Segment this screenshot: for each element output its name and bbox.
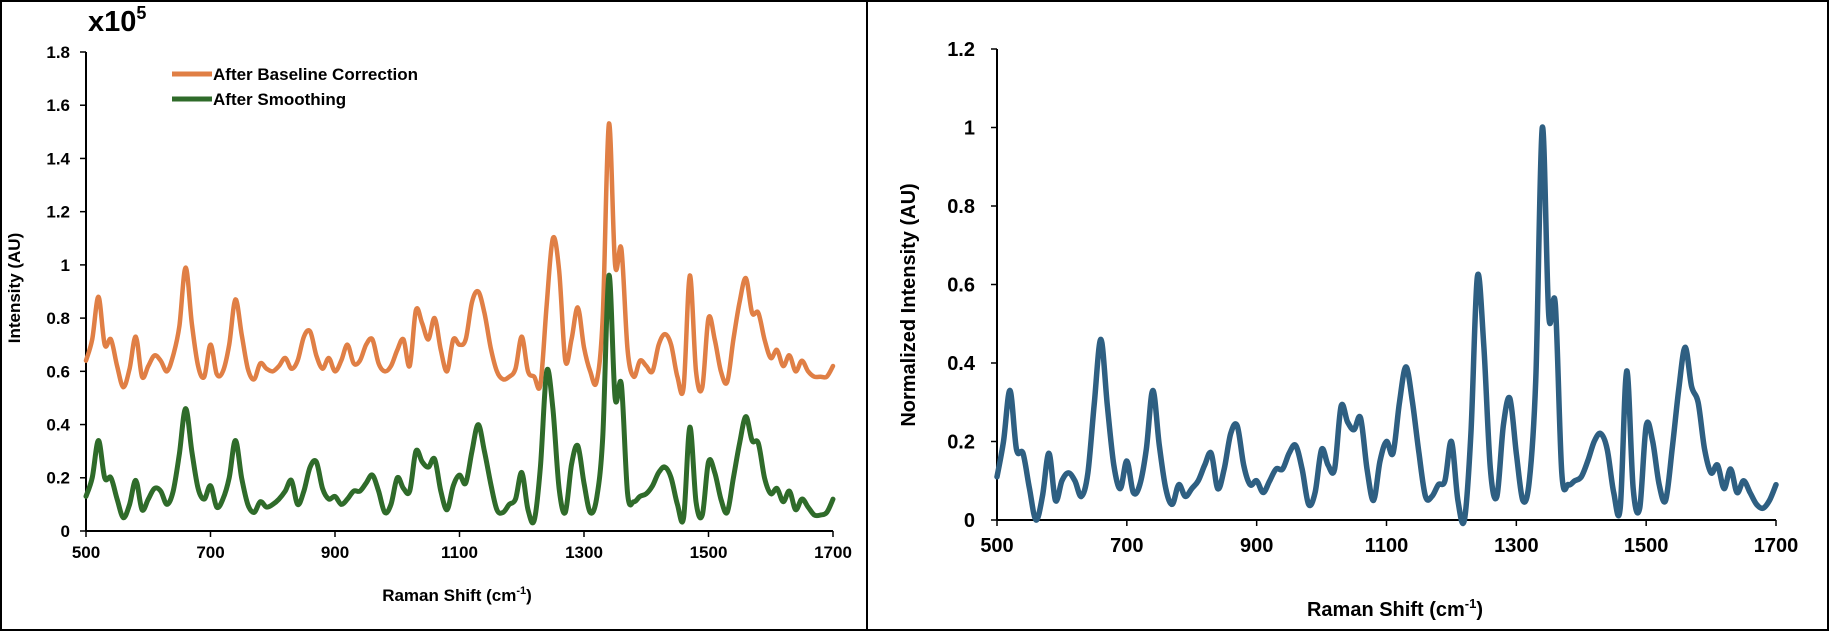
x-tick-label: 700	[1110, 535, 1143, 557]
x-tick-label: 1500	[690, 543, 728, 562]
left-x-axis-label: Raman Shift (cm-1)	[382, 585, 532, 605]
x-tick-label: 1500	[1624, 535, 1669, 557]
y-tick-label: 1.2	[947, 39, 975, 61]
y-tick-label: 0.8	[947, 196, 975, 218]
x-tick-label: 1700	[814, 543, 852, 562]
left-chart: x105 Intensity (AU) Raman Shift (cm-1) 0…	[5, 3, 852, 605]
x-tick-label: 700	[196, 543, 224, 562]
y-tick-label: 0.4	[947, 353, 976, 375]
y-tick-label: 0.2	[947, 432, 975, 454]
x-tick-label: 1300	[1494, 535, 1539, 557]
x-tick-label: 1700	[1754, 535, 1799, 557]
series-line-smoothed	[83, 272, 836, 526]
x-tick-label: 1300	[565, 543, 603, 562]
right-y-axis-label: Normalized Intensity (AU)	[898, 183, 920, 426]
y-tick-label: 1	[61, 256, 70, 275]
y-tick-label: 1.8	[46, 43, 70, 62]
x-tick-label: 500	[72, 543, 100, 562]
y-tick-label: 1.6	[46, 96, 70, 115]
x-tick-label: 900	[1240, 535, 1273, 557]
y-tick-label: 0.8	[46, 309, 70, 328]
x-tick-label: 1100	[1365, 535, 1408, 557]
y-tick-label: 0.2	[46, 469, 70, 488]
y-tick-label: 0	[964, 510, 975, 532]
series-line-normalized	[994, 124, 1779, 527]
x-tick-label: 900	[321, 543, 349, 562]
y-tick-label: 0.6	[947, 275, 975, 297]
x-tick-label: 1100	[441, 543, 478, 562]
y-tick-label: 0.4	[46, 416, 70, 435]
right-x-axis-label: Raman Shift (cm-1)	[1307, 596, 1483, 621]
right-panel-border	[866, 0, 1829, 631]
legend-label-smoothing: After Smoothing	[213, 90, 346, 109]
left-legend: After Baseline Correction After Smoothin…	[172, 65, 418, 109]
legend-label-baseline: After Baseline Correction	[213, 65, 418, 84]
right-chart: Normalized Intensity (AU) Raman Shift (c…	[898, 39, 1798, 621]
y-tick-label: 1.2	[46, 203, 70, 222]
y-tick-label: 1.4	[46, 149, 70, 168]
series-line-baseline-corrected	[83, 121, 836, 397]
y-tick-label: 0	[61, 522, 70, 541]
x-tick-label: 500	[980, 535, 1013, 557]
y-tick-label: 1	[964, 118, 975, 140]
left-scale-note: x105	[88, 3, 146, 38]
left-y-axis-label: Intensity (AU)	[5, 233, 24, 344]
y-tick-label: 0.6	[46, 362, 70, 381]
